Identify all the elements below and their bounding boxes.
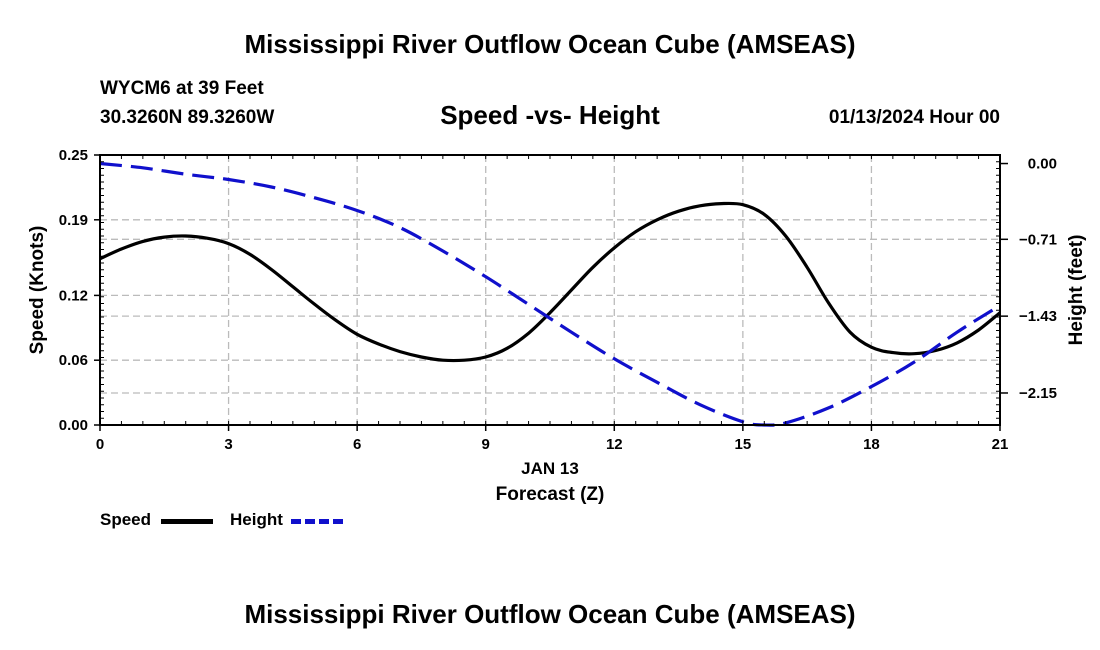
speed-height-chart: Speed -vs- Height 0 3 6 9 12 15 18 21 0.00 0.06 0.… [27, 100, 1087, 505]
datetime-label: 01/13/2024 Hour 00 [828, 107, 1000, 128]
y-axis-label: Speed (Knots) [27, 226, 48, 355]
plot-frame [99, 154, 1001, 426]
chart-title: Speed -vs- Height [440, 100, 660, 130]
y-tick-label: 0.19 [59, 212, 88, 229]
x-tick-label: 0 [96, 436, 104, 453]
y2-tick-label: 0.00 [1028, 156, 1057, 173]
x-axis-date: JAN 13 [521, 459, 579, 478]
x-tick-label: 15 [735, 436, 752, 453]
series-line-height [99, 161, 1001, 427]
legend-height-label: Height [230, 510, 283, 529]
x-tick-label: 6 [353, 436, 361, 453]
x-tick-label: 21 [992, 436, 1009, 453]
y-tick-label: 0.00 [59, 417, 88, 434]
page-title: Mississippi River Outflow Ocean Cube (AM… [244, 29, 856, 59]
footer-title: Mississippi River Outflow Ocean Cube (AM… [244, 599, 856, 629]
x-tick-label: 9 [482, 436, 490, 453]
legend-speed-label: Speed [100, 510, 152, 529]
series-line-speed [99, 201, 1002, 363]
y-tick-label: 0.25 [59, 147, 88, 164]
x-tick-label: 3 [224, 436, 232, 453]
legend-height-swatch [291, 519, 343, 524]
x-tick-label: 12 [606, 436, 623, 453]
y2-tick-label: −0.71 [1019, 231, 1057, 248]
x-axis-label: Forecast (Z) [496, 484, 605, 505]
y2-tick-label: −1.43 [1019, 308, 1057, 325]
legend-speed-swatch [161, 519, 213, 524]
y-tick-label: 0.06 [59, 352, 88, 369]
station-label: WYCM6 at 39 Feet [100, 78, 264, 99]
y-tick-label: 0.12 [59, 287, 88, 304]
coordinates-label: 30.3260N 89.3260W [100, 107, 275, 128]
y2-axis-label: Height (feet) [1066, 235, 1087, 346]
x-tick-label: 18 [863, 436, 880, 453]
y2-tick-label: −2.15 [1019, 385, 1057, 402]
